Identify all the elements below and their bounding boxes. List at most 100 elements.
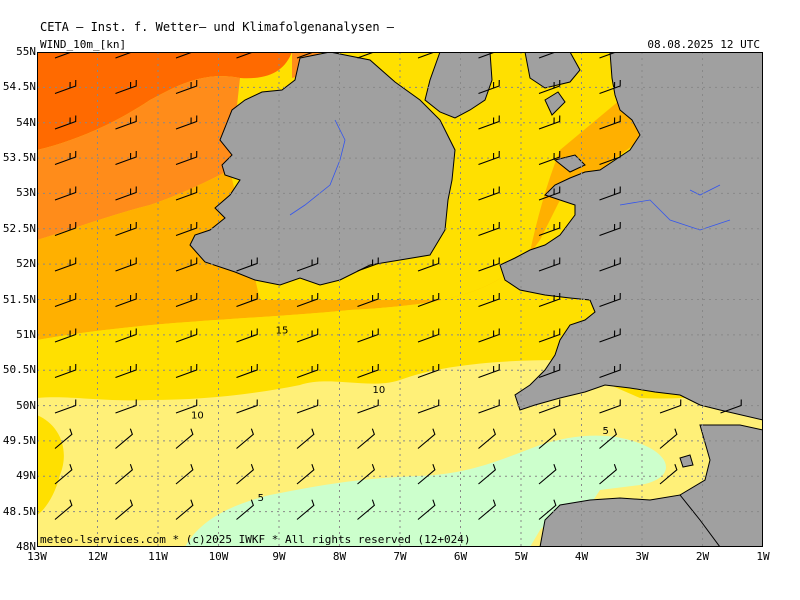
anglesey xyxy=(553,154,586,173)
wind-barb xyxy=(538,499,557,520)
wind-barb xyxy=(599,363,621,379)
x-tick-label: 1W xyxy=(756,550,770,563)
contour-label: 5 xyxy=(258,493,264,504)
wind-barb xyxy=(236,499,254,520)
wind-barb xyxy=(236,292,258,308)
wind-barb xyxy=(296,464,315,485)
wind-barb xyxy=(478,292,500,308)
wind-barb xyxy=(54,399,77,414)
great-britain xyxy=(499,52,763,421)
wind-barb xyxy=(659,428,678,449)
wind-barb xyxy=(54,363,77,379)
ireland xyxy=(189,52,456,286)
x-tick-label: 9W xyxy=(272,550,286,563)
x-tick-label: 4W xyxy=(574,550,589,563)
wind-barb xyxy=(296,363,319,379)
x-tick-label: 5W xyxy=(514,550,528,563)
wind-barb xyxy=(175,79,198,95)
band-20-25 xyxy=(37,76,240,240)
x-tick-label: 11W xyxy=(148,550,168,563)
y-tick-label: 49N xyxy=(16,469,36,483)
y-tick-label: 55N xyxy=(16,45,36,58)
lat-lon-grid xyxy=(37,52,763,547)
wind-barb xyxy=(296,292,319,308)
wind-barb xyxy=(296,399,319,414)
x-tick-label: 13W xyxy=(27,550,47,563)
wind-barb xyxy=(115,292,137,308)
wind-barb xyxy=(478,464,496,485)
northern-ireland-scotland xyxy=(424,52,493,119)
wind-barb xyxy=(236,257,258,272)
wind-barb xyxy=(417,292,440,308)
contour-label: 10 xyxy=(191,410,204,421)
channel-islands xyxy=(679,454,694,468)
wind-barb xyxy=(478,186,500,201)
wind-barb xyxy=(175,52,195,59)
band-10-15-south xyxy=(37,415,64,515)
wind-barb xyxy=(115,328,137,343)
wind-barb xyxy=(599,428,617,449)
x-tick-label: 8W xyxy=(332,550,347,563)
x-tick-label: 10W xyxy=(208,550,229,563)
wind-barb xyxy=(538,363,561,379)
wind-barb xyxy=(478,257,500,272)
x-tick-label: 7W xyxy=(393,550,407,563)
wind-barb xyxy=(357,363,379,379)
y-tick-label: 54.5N xyxy=(2,80,36,94)
wind-barb xyxy=(175,464,194,485)
wind-barb xyxy=(236,52,255,59)
wind-barb xyxy=(599,292,621,308)
wind-barb xyxy=(720,399,742,414)
wind-barb xyxy=(54,79,77,95)
wind-barb xyxy=(115,363,137,379)
wind-barb xyxy=(54,150,77,166)
wind-barb xyxy=(478,79,500,95)
wind-barb xyxy=(357,428,375,449)
wind-barb xyxy=(175,221,198,237)
credit-text: meteo-lservices.com * (c)2025 IWKF * All… xyxy=(40,533,471,546)
band-10-15 xyxy=(37,240,560,401)
wind-barb xyxy=(478,328,500,343)
contour-label: 5 xyxy=(603,426,609,437)
x-tick-label: 6W xyxy=(453,550,468,563)
wind-barb xyxy=(357,52,376,59)
wind-barb xyxy=(417,428,436,449)
wind-barbs xyxy=(54,52,742,520)
wind-barb xyxy=(175,399,198,414)
wind-barb xyxy=(357,292,379,308)
x-tick-label: 3W xyxy=(635,550,649,563)
wind-barb xyxy=(54,186,77,201)
chart-title: CETA – Inst. f. Wetter– und Klimafolgena… xyxy=(40,20,395,34)
wind-barb xyxy=(236,328,258,343)
wind-barb xyxy=(478,150,500,166)
wind-barb xyxy=(175,292,198,308)
wind-barb xyxy=(538,79,561,95)
wind-barb xyxy=(357,499,375,520)
river-severn xyxy=(619,199,731,231)
wind-barb xyxy=(175,428,194,449)
y-tick-label: 54N xyxy=(16,115,36,129)
wind-barb xyxy=(538,221,561,237)
wind-barb xyxy=(54,221,77,237)
wind-barb xyxy=(115,257,137,272)
wind-barb xyxy=(538,257,561,272)
wind-barb xyxy=(478,399,500,414)
scotland-southwest xyxy=(524,52,581,89)
y-tick-label: 51N xyxy=(16,327,36,341)
wind-barb xyxy=(659,399,682,414)
river-trent xyxy=(689,184,721,196)
wind-barb xyxy=(599,115,621,130)
wind-barb xyxy=(599,186,621,201)
wind-barb xyxy=(175,115,198,130)
band-25-30 xyxy=(37,52,292,150)
wind-barb xyxy=(115,428,133,449)
wind-barb xyxy=(538,150,561,166)
wind-barb xyxy=(115,399,137,414)
wind-barb xyxy=(54,292,77,308)
wind-barb xyxy=(296,428,315,449)
map-frame xyxy=(37,52,763,547)
river-shannon xyxy=(289,119,346,216)
isle-of-man xyxy=(544,91,566,116)
wind-barb xyxy=(478,499,496,520)
wind-barb xyxy=(478,52,497,59)
